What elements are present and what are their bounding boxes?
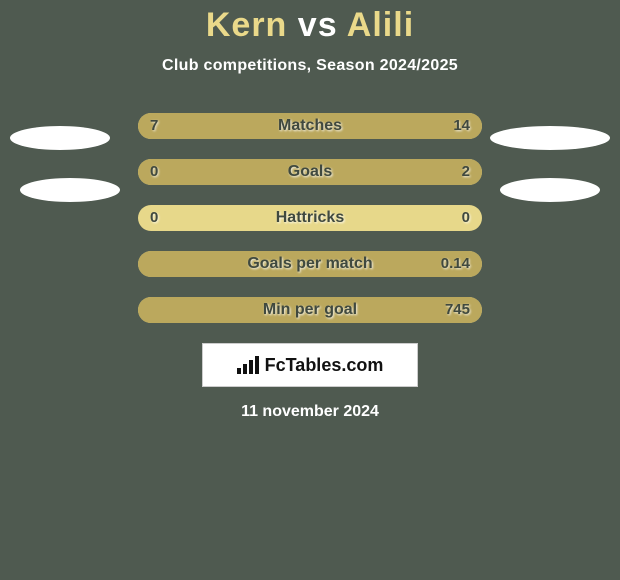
stat-row: 0.14Goals per match bbox=[0, 251, 620, 277]
brand-box: FcTables.com bbox=[202, 343, 418, 387]
date-text: 11 november 2024 bbox=[0, 403, 620, 421]
stat-label: Min per goal bbox=[138, 297, 482, 323]
subtitle: Club competitions, Season 2024/2025 bbox=[0, 57, 620, 75]
page-title: Kern vs Alili bbox=[0, 0, 620, 45]
stat-row: 745Min per goal bbox=[0, 297, 620, 323]
title-player1: Kern bbox=[206, 6, 287, 44]
stats-area: 714Matches 02Goals 00Hattricks 0.14Goals pe… bbox=[0, 113, 620, 323]
title-vs: vs bbox=[298, 6, 338, 44]
stat-label: Hattricks bbox=[138, 205, 482, 231]
stat-label: Matches bbox=[138, 113, 482, 139]
stat-row: 00Hattricks bbox=[0, 205, 620, 231]
stat-row: 02Goals bbox=[0, 159, 620, 185]
brand-text: FcTables.com bbox=[265, 355, 384, 376]
title-player2: Alili bbox=[347, 6, 414, 44]
stat-label: Goals bbox=[138, 159, 482, 185]
stat-row: 714Matches bbox=[0, 113, 620, 139]
bar-chart-icon bbox=[237, 356, 259, 374]
stat-label: Goals per match bbox=[138, 251, 482, 277]
page-root: Kern vs Alili Club competitions, Season … bbox=[0, 0, 620, 580]
